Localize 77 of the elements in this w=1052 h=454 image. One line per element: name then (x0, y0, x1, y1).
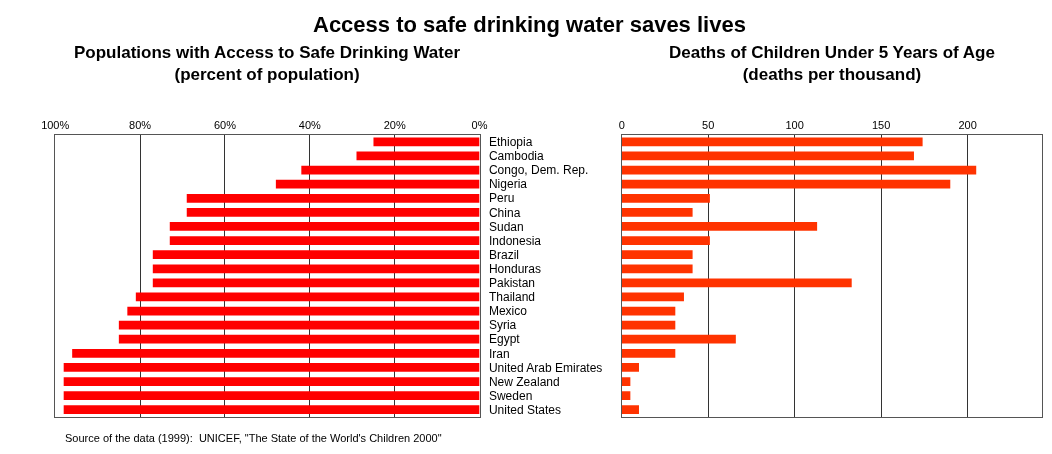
y-tick-label: Cambodia (488, 149, 544, 164)
bar (169, 222, 480, 231)
y-tick-label: Thailand (488, 290, 535, 305)
x-tick-label: 40% (298, 119, 322, 132)
bar (621, 320, 676, 330)
x-tick-label: 20% (383, 119, 406, 132)
y-tick-label: Brazil (488, 247, 519, 262)
bar (621, 278, 852, 288)
bar (621, 334, 736, 344)
bar (621, 151, 914, 161)
y-tick-label: Sweden (488, 388, 533, 403)
bar (621, 179, 951, 189)
bar (63, 405, 480, 415)
bar (186, 193, 480, 203)
bar (169, 236, 480, 245)
x-tick-label: 50 (702, 119, 715, 132)
x-tick-label: 200 (958, 119, 977, 132)
bar (621, 236, 710, 245)
bar (135, 292, 480, 302)
x-tick-label: 80% (129, 119, 152, 132)
y-tick-label: Indonesia (488, 233, 542, 248)
x-tick-label: 150 (871, 119, 891, 132)
text: Access to safe drinking water saves lives (313, 12, 746, 37)
bar (621, 165, 977, 175)
chart-subtitle: (deaths per thousand) (742, 65, 922, 85)
bar (621, 391, 631, 400)
bar (621, 193, 710, 203)
bar (621, 363, 639, 372)
y-tick-label: New Zealand (488, 374, 560, 389)
y-tick-label: Peru (488, 191, 515, 206)
bar (275, 179, 480, 189)
bar (621, 377, 631, 386)
bar (621, 306, 676, 316)
bar (118, 334, 480, 344)
y-tick-label: United Arab Emirates (488, 360, 603, 375)
bar (63, 391, 480, 400)
bar (127, 306, 480, 316)
x-tick-label: 60% (213, 119, 237, 132)
chart-title: Populations with Access to Safe Drinking Water (74, 43, 461, 62)
y-tick-label: Ethiopia (488, 135, 533, 150)
y-tick-label: Iran (488, 346, 510, 361)
bar (152, 278, 480, 288)
bar (63, 363, 480, 372)
bar (621, 292, 684, 302)
chart-subtitle: (percent of population) (174, 65, 360, 85)
bar (373, 137, 480, 147)
bar (118, 320, 480, 330)
bar (621, 137, 923, 147)
source-note: Source of the data (1999): UNICEF, "The State of the World's Children 2000" (65, 432, 442, 444)
chart-title: Deaths of Children Under 5 Years of Age (669, 43, 995, 62)
y-tick-label: Honduras (488, 261, 541, 276)
bar (63, 377, 480, 386)
x-tick-label: 0% (471, 119, 488, 132)
bar (72, 348, 480, 358)
bar (621, 405, 639, 415)
x-tick-label: 0 (618, 119, 625, 132)
x-tick-label: 100% (41, 119, 70, 132)
bar (621, 348, 676, 358)
bar (301, 165, 480, 175)
bar (621, 264, 693, 274)
bar (356, 151, 480, 161)
y-tick-label: Nigeria (488, 177, 528, 192)
y-tick-label: Pakistan (488, 276, 535, 291)
y-tick-label: Egypt (488, 332, 521, 347)
bar (621, 222, 818, 231)
y-tick-label: Syria (488, 318, 517, 333)
bar (621, 250, 693, 260)
y-tick-label: China (488, 205, 521, 220)
y-tick-label: United States (488, 402, 562, 417)
bar (186, 208, 480, 217)
x-tick-label: 100 (785, 119, 804, 132)
y-tick-label: Sudan (488, 219, 524, 234)
y-tick-label: Mexico (488, 304, 528, 319)
bar (152, 250, 480, 260)
bar (152, 264, 480, 274)
bar (621, 208, 693, 217)
y-tick-label: Congo, Dem. Rep. (488, 163, 589, 178)
